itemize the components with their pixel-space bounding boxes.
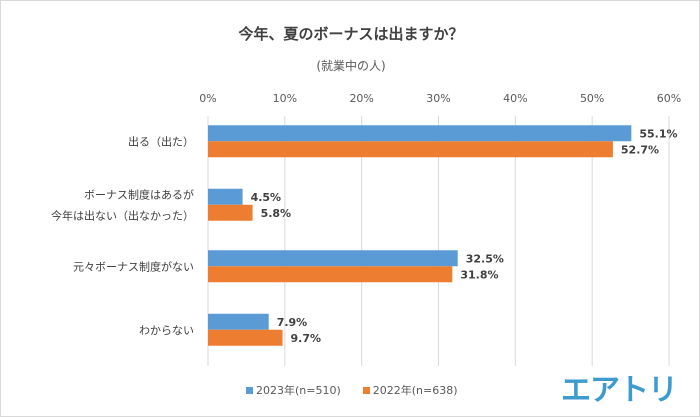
chart-title: 今年、夏のボーナスは出ますか？ xyxy=(238,25,464,43)
category-label: 出る（出た） xyxy=(128,134,194,148)
data-label: 32.5% xyxy=(466,252,504,265)
bar xyxy=(208,250,458,267)
bar xyxy=(208,188,243,205)
data-label: 7.9% xyxy=(277,316,308,329)
x-tick-label: 30% xyxy=(426,92,450,105)
x-tick-label: 0% xyxy=(199,92,216,105)
airtrip-logo: エアトリ xyxy=(561,373,678,408)
x-tick-label: 60% xyxy=(657,92,681,105)
bar xyxy=(208,204,253,221)
x-tick-label: 50% xyxy=(580,92,604,105)
data-label: 52.7% xyxy=(621,143,659,156)
bar xyxy=(208,266,453,283)
legend-item-2023: 2023年(n=510) xyxy=(246,382,341,398)
legend-item-2022: 2022年(n=638) xyxy=(362,382,458,398)
bar xyxy=(208,125,632,142)
legend-label: 2022年(n=638) xyxy=(372,384,458,397)
data-label: 5.8% xyxy=(261,207,292,220)
x-tick-label: 20% xyxy=(349,92,373,105)
chart-subtitle: (就業中の人) xyxy=(316,59,386,73)
data-label: 31.8% xyxy=(460,268,498,281)
data-label: 9.7% xyxy=(291,332,322,345)
bar xyxy=(208,141,613,158)
data-label: 4.5% xyxy=(251,191,282,204)
category-label: わからない xyxy=(139,324,194,337)
bar xyxy=(208,313,269,330)
bar xyxy=(208,329,283,346)
legend-label: 2023年(n=510) xyxy=(256,384,341,397)
data-label: 55.1% xyxy=(639,127,677,140)
category-label: 元々ボーナス制度がない xyxy=(73,259,194,273)
x-tick-label: 10% xyxy=(273,92,297,105)
x-tick-label: 40% xyxy=(503,92,527,105)
legend: 2023年(n=510) 2022年(n=638) xyxy=(246,382,458,398)
category-label: 今年は出ない（出なかった） xyxy=(51,208,194,222)
category-label: ボーナス制度はあるが xyxy=(84,187,194,201)
